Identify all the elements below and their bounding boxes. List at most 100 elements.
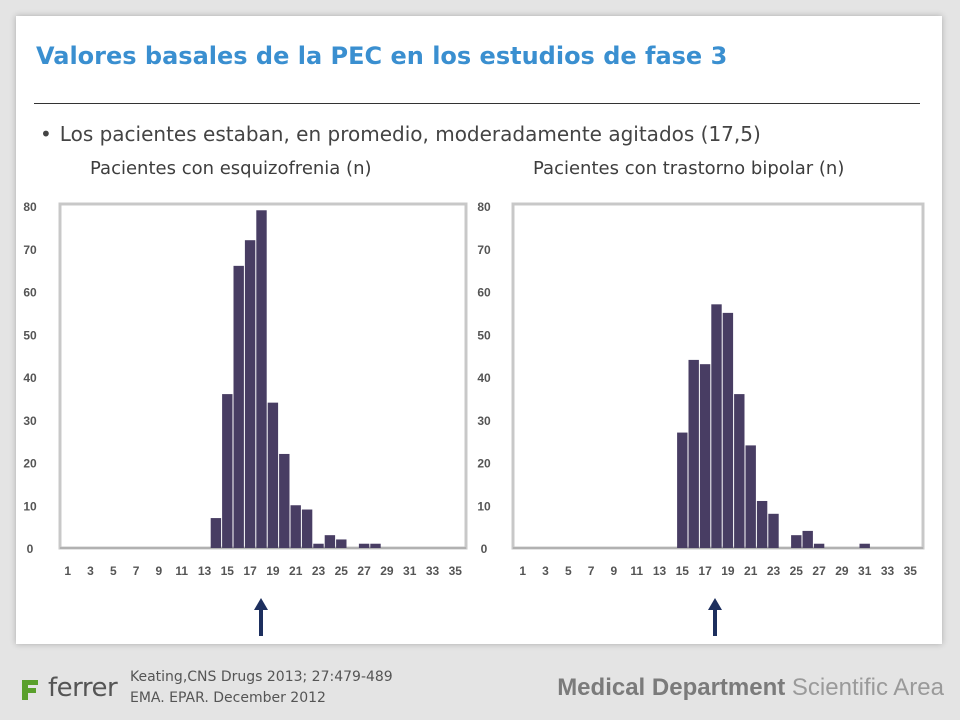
- schizophrenia-bar: [301, 509, 313, 548]
- schizophrenia-x-tick-label: 31: [403, 564, 417, 578]
- bipolar-x-tick-label: 27: [812, 564, 826, 578]
- schizophrenia-bar: [233, 265, 244, 548]
- bipolar-x-tick-label: 21: [744, 564, 758, 578]
- schizophrenia-bar: [370, 543, 381, 548]
- bipolar-y-tick-label: 50: [477, 328, 491, 342]
- bullet-icon: •: [40, 122, 52, 146]
- slide-title: Valores basales de la PEC en los estudio…: [36, 42, 728, 70]
- schizophrenia-bar: [222, 394, 233, 548]
- bipolar-x-tick-label: 5: [565, 564, 572, 578]
- bipolar-x-tick-label: 33: [881, 564, 895, 578]
- schizophrenia-x-tick-label: 13: [198, 564, 212, 578]
- schizophrenia-x-tick-label: 1: [64, 564, 71, 578]
- bipolar-bar: [813, 543, 825, 548]
- schizophrenia-bar: [256, 210, 267, 548]
- bullet-point: • Los pacientes estaban, en promedio, mod…: [40, 122, 761, 146]
- references: Keating,CNS Drugs 2013; 27:479-489 EMA. …: [130, 667, 393, 709]
- schizophrenia-x-tick-label: 11: [175, 564, 188, 578]
- department-label: Medical Department Scientific Area: [557, 674, 944, 702]
- bipolar-bar: [699, 364, 711, 548]
- bipolar-x-tick-label: 9: [611, 564, 618, 578]
- schizophrenia-y-tick-label: 40: [23, 371, 37, 385]
- bipolar-x-tick-label: 17: [698, 564, 712, 578]
- schizophrenia-x-tick-label: 19: [266, 564, 280, 578]
- schizophrenia-y-tick-label: 80: [23, 200, 37, 214]
- schizophrenia-y-tick-label: 60: [23, 286, 37, 300]
- bipolar-y-tick-label: 80: [477, 200, 491, 214]
- schizophrenia-bar: [313, 543, 324, 548]
- bipolar-bar: [688, 359, 699, 548]
- schizophrenia-bar: [290, 505, 301, 548]
- chart-title-schizophrenia: Pacientes con esquizofrenia (n): [90, 158, 372, 179]
- bipolar-x-tick-label: 35: [904, 564, 918, 578]
- schizophrenia-y-tick-label: 10: [23, 499, 37, 513]
- schizophrenia-x-tick-label: 25: [335, 564, 349, 578]
- schizophrenia-y-tick-label: 30: [23, 414, 37, 428]
- schizophrenia-bar: [244, 240, 256, 548]
- bipolar-y-tick-label: 60: [477, 286, 491, 300]
- bipolar-bar: [677, 432, 688, 548]
- reference-2: EMA. EPAR. December 2012: [130, 690, 326, 706]
- schizophrenia-x-tick-label: 7: [133, 564, 140, 578]
- schizophrenia-x-tick-label: 9: [156, 564, 163, 578]
- schizophrenia-bar: [358, 543, 370, 548]
- bipolar-bar: [756, 500, 768, 548]
- schizophrenia-y-tick-label: 70: [23, 243, 37, 257]
- bipolar-bar: [745, 445, 756, 548]
- bipolar-x-tick-label: 19: [721, 564, 735, 578]
- schizophrenia-bar: [279, 453, 290, 548]
- slide-canvas: Valores basales de la PEC en los estudio…: [16, 16, 942, 644]
- bipolar-x-tick-label: 3: [542, 564, 549, 578]
- bipolar-bar: [722, 312, 734, 548]
- schizophrenia-y-tick-label: 50: [23, 328, 37, 342]
- schizophrenia-x-tick-label: 27: [357, 564, 371, 578]
- department-bold: Medical Department: [557, 674, 786, 701]
- schizophrenia-x-tick-label: 15: [221, 564, 235, 578]
- schizophrenia-x-tick-label: 33: [426, 564, 440, 578]
- schizophrenia-bar: [324, 535, 336, 548]
- schizophrenia-bar: [336, 539, 347, 548]
- bipolar-bar: [734, 394, 745, 548]
- schizophrenia-x-tick-label: 21: [289, 564, 303, 578]
- schizophrenia-x-tick-label: 23: [312, 564, 326, 578]
- mean-arrow-icon-bipolar: [708, 598, 722, 636]
- bipolar-y-tick-label: 70: [477, 243, 491, 257]
- ferrer-logo-text: ferrer: [48, 673, 118, 703]
- schizophrenia-x-tick-label: 5: [110, 564, 117, 578]
- reference-1: Keating,CNS Drugs 2013; 27:479-489: [130, 669, 393, 685]
- bipolar-y-tick-label: 40: [477, 371, 491, 385]
- schizophrenia-bar: [267, 402, 279, 548]
- schizophrenia-x-tick-label: 3: [87, 564, 94, 578]
- department-light: Scientific Area: [791, 674, 944, 701]
- bipolar-x-tick-label: 15: [676, 564, 690, 578]
- bipolar-bar: [711, 304, 722, 548]
- bipolar-y-tick-label: 30: [477, 414, 491, 428]
- title-divider: [34, 103, 920, 104]
- schizophrenia-y-tick-label: 20: [23, 457, 37, 471]
- bipolar-x-tick-label: 31: [858, 564, 872, 578]
- bipolar-bar: [859, 543, 870, 548]
- schizophrenia-bar: [210, 518, 222, 548]
- schizophrenia-x-tick-label: 35: [449, 564, 463, 578]
- bipolar-bar: [802, 530, 813, 548]
- ferrer-logo-icon: [22, 680, 38, 700]
- bipolar-y-tick-label: 20: [477, 457, 491, 471]
- schizophrenia-x-tick-label: 29: [380, 564, 394, 578]
- chart-title-bipolar: Pacientes con trastorno bipolar (n): [533, 158, 845, 179]
- bipolar-x-tick-label: 11: [630, 564, 643, 578]
- bipolar-x-tick-label: 29: [835, 564, 849, 578]
- ferrer-logo: ferrer: [18, 673, 118, 703]
- schizophrenia-x-tick-label: 17: [243, 564, 257, 578]
- bipolar-x-tick-label: 13: [653, 564, 667, 578]
- bipolar-x-tick-label: 25: [790, 564, 804, 578]
- bipolar-y-tick-label: 0: [481, 542, 488, 556]
- schizophrenia-y-tick-label: 0: [27, 542, 34, 556]
- bipolar-x-tick-label: 7: [588, 564, 595, 578]
- bipolar-bar: [791, 535, 802, 548]
- bullet-text: Los pacientes estaban, en promedio, mode…: [59, 122, 761, 146]
- mean-arrow-icon-schizophrenia: [254, 598, 268, 636]
- bipolar-x-tick-label: 1: [519, 564, 526, 578]
- bipolar-bar: [768, 513, 779, 548]
- bipolar-y-tick-label: 10: [477, 499, 491, 513]
